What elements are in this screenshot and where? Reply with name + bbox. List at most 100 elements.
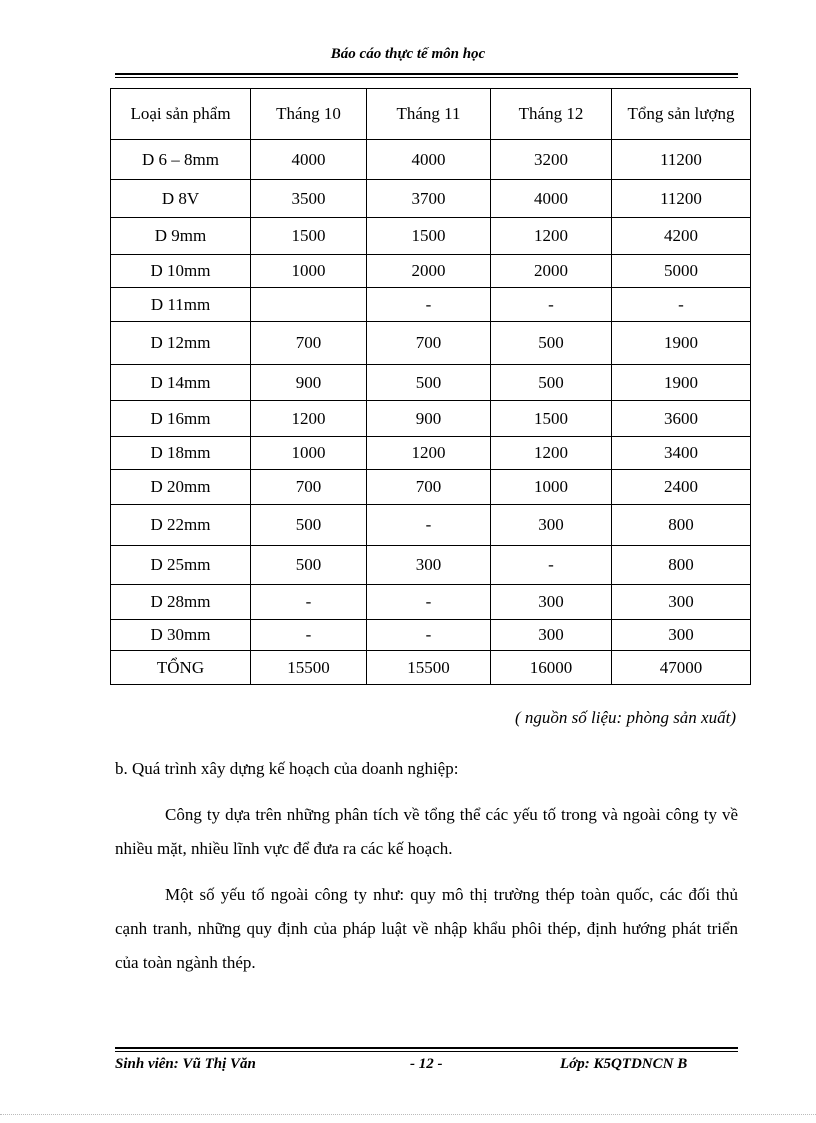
table-cell: 1500 xyxy=(490,400,612,437)
table-cell: 500 xyxy=(490,321,612,365)
table-cell: 700 xyxy=(366,321,491,365)
table-cell: 900 xyxy=(366,400,491,437)
table-row: D 25mm 500 300-800 xyxy=(110,545,751,585)
column-header: Tháng 10 xyxy=(250,88,367,140)
table-cell: - xyxy=(490,287,612,322)
table-cell: D 14mm xyxy=(110,364,251,401)
table-cell: 300 xyxy=(490,504,612,546)
paragraph-2: Một số yếu tố ngoài công ty như: quy mô … xyxy=(115,885,738,972)
table-cell: - xyxy=(366,287,491,322)
table-cell: 300 xyxy=(490,619,612,651)
table-cell: 1900 xyxy=(611,321,751,365)
table-cell: 3600 xyxy=(611,400,751,437)
column-header: Tháng 11 xyxy=(366,88,491,140)
table-cell: 800 xyxy=(611,504,751,546)
table-cell: 1200 xyxy=(366,436,491,470)
table-cell: D 30mm xyxy=(110,619,251,651)
table-row: D 12mm 700 700 500 1900 xyxy=(110,321,751,365)
table-cell: 2000 xyxy=(366,254,491,288)
table-cell: 700 xyxy=(250,469,367,505)
table-cell: 2400 xyxy=(611,469,751,505)
table-cell: 500 xyxy=(366,364,491,401)
table-cell: 1500 xyxy=(250,217,367,255)
table-row: TỔNG 15500 15500 16000 47000 xyxy=(110,650,751,685)
table-cell: D 11mm xyxy=(110,287,251,322)
source-note: ( nguồn số liệu: phòng sản xuất) xyxy=(515,708,736,727)
table-cell: 1900 xyxy=(611,364,751,401)
table-cell: D 6 – 8mm xyxy=(110,139,251,180)
table-cell: 2000 xyxy=(490,254,612,288)
table-row: D 11mm - - - xyxy=(110,287,751,322)
page-boundary xyxy=(0,1114,816,1115)
table-cell: - xyxy=(490,545,612,585)
table-cell: 4000 xyxy=(366,139,491,180)
table-row: D 10mm 1000 2000 2000 5000 xyxy=(110,254,751,288)
header-rule xyxy=(115,73,738,78)
table-cell: 500 xyxy=(250,504,367,546)
table-cell: D 28mm xyxy=(110,584,251,620)
table-cell: 5000 xyxy=(611,254,751,288)
table-cell: D 25mm xyxy=(110,545,251,585)
table-cell: 300 xyxy=(611,619,751,651)
table-cell: - xyxy=(250,584,367,620)
table-cell: D 9mm xyxy=(110,217,251,255)
table-cell: 300 xyxy=(366,545,491,585)
table-row: D 6 – 8mm 4000 4000 3200 11200 xyxy=(110,139,751,180)
table-cell: D 20mm xyxy=(110,469,251,505)
table-cell: 4000 xyxy=(490,179,612,218)
table-row: D 22mm 500-300 800 xyxy=(110,504,751,546)
footer-rule xyxy=(115,1047,738,1052)
table-cell: 500 xyxy=(490,364,612,401)
table-cell: - xyxy=(366,504,491,546)
table-cell: 700 xyxy=(250,321,367,365)
table-cell: D 12mm xyxy=(110,321,251,365)
table-cell: D 18mm xyxy=(110,436,251,470)
table-cell: - xyxy=(250,619,367,651)
table-cell: 3400 xyxy=(611,436,751,470)
table-cell: - xyxy=(366,584,491,620)
table-cell: 1000 xyxy=(250,436,367,470)
production-table: Loại sản phẩm Tháng 10 Tháng 11 Tháng 12 Tổn… xyxy=(110,88,751,685)
table-cell: 3700 xyxy=(366,179,491,218)
table-cell: 1200 xyxy=(490,436,612,470)
table-cell: D 10mm xyxy=(110,254,251,288)
table-cell: 15500 xyxy=(250,650,367,685)
table-row: D 28mm - -300 300 xyxy=(110,584,751,620)
table-row: D 18mm 1000 1200 1200 3400 xyxy=(110,436,751,470)
column-header: Tháng 12 xyxy=(490,88,612,140)
page-header-title: Báo cáo thực tế môn học xyxy=(330,46,486,62)
table-cell: 1500 xyxy=(366,217,491,255)
table-row: D 9mm 1500 1500 1200 4200 xyxy=(110,217,751,255)
table-cell: 4200 xyxy=(611,217,751,255)
table-cell: TỔNG xyxy=(110,650,251,685)
paragraph-1: Công ty dựa trên những phân tích về tổng… xyxy=(115,805,738,858)
table-cell: 1200 xyxy=(250,400,367,437)
table-cell: 300 xyxy=(611,584,751,620)
table-row: D 30mm - -300 300 xyxy=(110,619,751,651)
table-cell xyxy=(250,287,367,322)
table-cell: D 8V xyxy=(110,179,251,218)
table-cell: 800 xyxy=(611,545,751,585)
table-row: D 14mm 900 500 500 1900 xyxy=(110,364,751,401)
table-cell: - xyxy=(611,287,751,322)
column-header: Tổng sản lượng xyxy=(611,88,751,140)
table-cell: 300 xyxy=(490,584,612,620)
table-cell: 4000 xyxy=(250,139,367,180)
table-cell: 47000 xyxy=(611,650,751,685)
table-cell: 16000 xyxy=(490,650,612,685)
table-cell: D 16mm xyxy=(110,400,251,437)
table-row: D 20mm 700 700 1000 2400 xyxy=(110,469,751,505)
table-cell: 500 xyxy=(250,545,367,585)
table-cell: 1000 xyxy=(490,469,612,505)
table-cell: 15500 xyxy=(366,650,491,685)
footer-page-number: - 12 - xyxy=(410,1056,443,1072)
table-cell: 700 xyxy=(366,469,491,505)
table-cell: 1000 xyxy=(250,254,367,288)
table-cell: 11200 xyxy=(611,139,751,180)
table-cell: 3500 xyxy=(250,179,367,218)
column-header: Loại sản phẩm xyxy=(110,88,251,140)
section-heading: b. Quá trình xây dựng kế hoạch của doanh… xyxy=(115,759,459,778)
table-cell: 1200 xyxy=(490,217,612,255)
table-row: D 8V 3500 3700 4000 11200 xyxy=(110,179,751,218)
table-cell: 900 xyxy=(250,364,367,401)
